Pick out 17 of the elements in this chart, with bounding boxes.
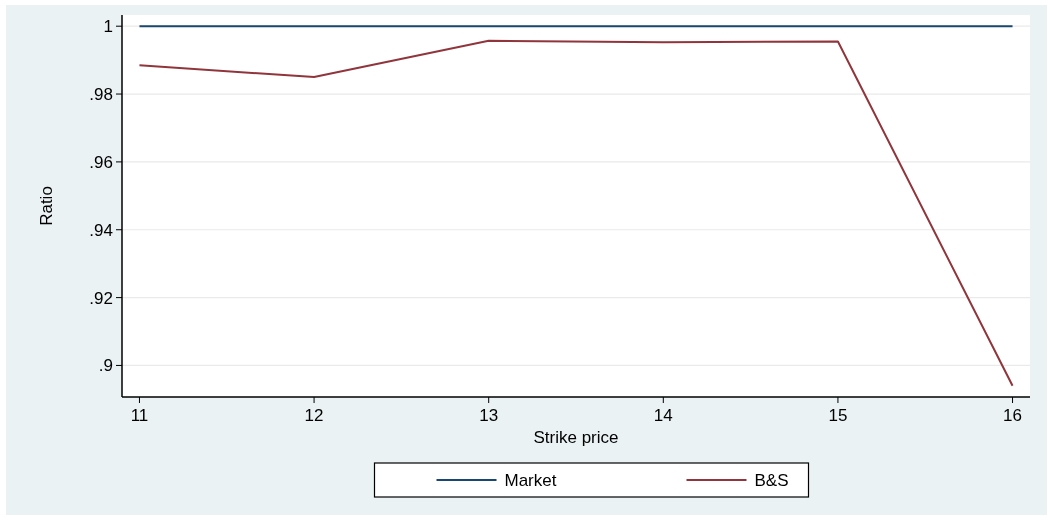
legend-label: Market xyxy=(504,470,557,490)
y-tick-label: .9 xyxy=(98,356,113,376)
y-tick-label: .96 xyxy=(89,152,113,172)
y-tick-label: .92 xyxy=(89,288,113,308)
y-tick-label: .98 xyxy=(89,85,113,104)
x-tick-label: 14 xyxy=(653,406,673,425)
x-tick-label: 13 xyxy=(479,406,499,425)
legend-label: B&S xyxy=(754,470,789,490)
x-tick-label: 11 xyxy=(130,406,149,425)
x-tick-label: 12 xyxy=(304,406,324,425)
line-series xyxy=(138,39,1014,387)
y-axis-title: Ratio xyxy=(37,186,56,226)
x-tick-label: 16 xyxy=(1003,406,1022,425)
y-tick-label: 1 xyxy=(103,17,113,37)
y-tick-label: .94 xyxy=(89,220,113,240)
x-axis-title: Strike price xyxy=(533,428,619,447)
x-tick-label: 15 xyxy=(828,406,848,425)
